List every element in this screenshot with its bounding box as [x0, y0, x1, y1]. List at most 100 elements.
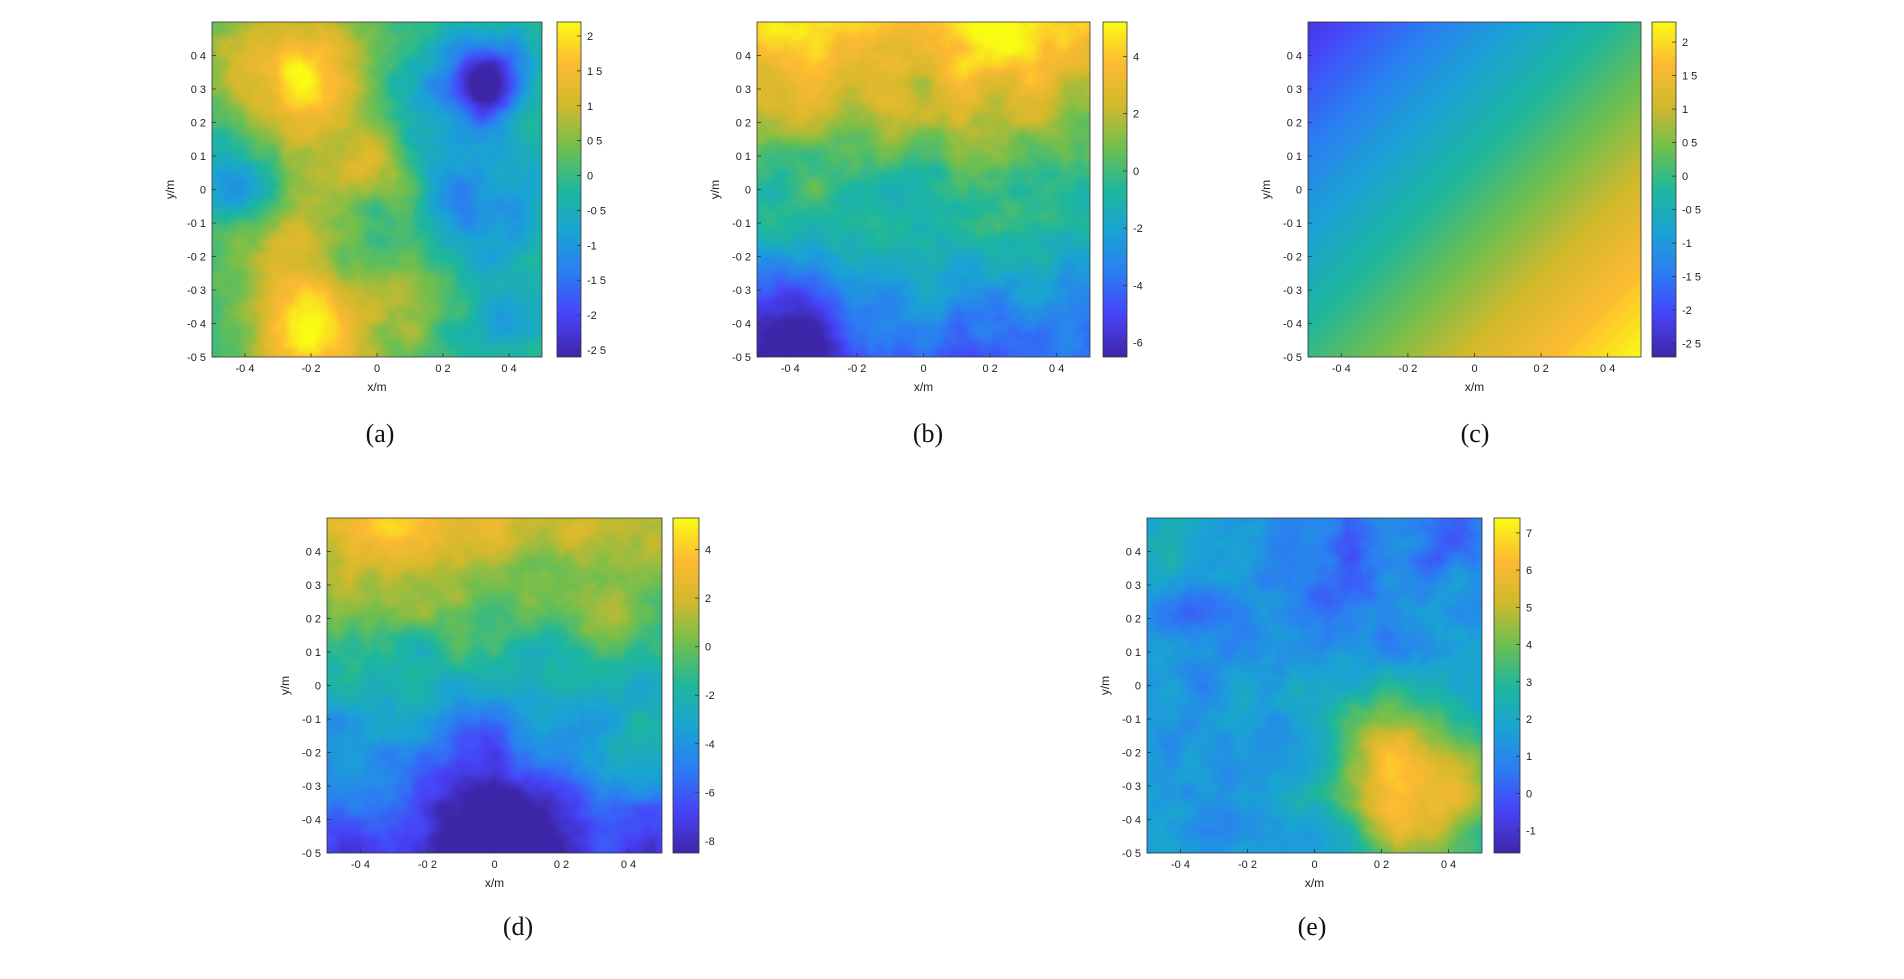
x-axis-label-b: x/m: [914, 380, 933, 394]
y-tick-label-e: -0 4: [1122, 815, 1141, 827]
y-tick-label-a: 0 1: [191, 151, 206, 163]
x-tick-label-d: 0 4: [621, 859, 636, 871]
x-tick-label-e: -0 4: [1171, 859, 1190, 871]
colorbar-d: [672, 517, 700, 854]
colorbar-tick-label-c: -2 5: [1682, 339, 1701, 351]
y-tick-label-b: -0 3: [732, 285, 751, 297]
x-tick-label-a: 0 4: [501, 363, 516, 375]
heatmap-image-d: [327, 518, 662, 853]
y-tick-label-c: 0 1: [1287, 151, 1302, 163]
x-tick-label-b: -0 2: [847, 363, 866, 375]
x-axis-label-c: x/m: [1465, 380, 1484, 394]
y-tick-label-a: 0 3: [191, 84, 206, 96]
colorbar-e: [1493, 517, 1521, 854]
x-tick-label-d: -0 4: [351, 859, 370, 871]
x-tick-label-d: 0 2: [554, 859, 569, 871]
colorbar-tick-label-b: 0: [1133, 166, 1139, 178]
colorbar-tick-label-d: 4: [705, 545, 711, 557]
y-tick-label-a: 0 2: [191, 118, 206, 130]
colorbar-tick-label-d: -8: [705, 836, 715, 848]
colorbar-tick-label-a: -1: [587, 240, 597, 252]
colorbar-tick-label-b: -2: [1133, 223, 1143, 235]
colorbar-tick-label-c: 0 5: [1682, 138, 1697, 150]
y-tick-label-c: -0 5: [1283, 352, 1302, 364]
y-axis-label-c: y/m: [1259, 180, 1273, 199]
x-tick-label-b: 0 2: [982, 363, 997, 375]
x-tick-label-d: -0 2: [418, 859, 437, 871]
heatmap-image-b: [757, 22, 1090, 357]
y-tick-label-d: 0 3: [306, 580, 321, 592]
colorbar-tick-label-d: 2: [705, 593, 711, 605]
y-tick-label-d: 0: [315, 681, 321, 693]
colorbar-tick-label-a: -1 5: [587, 275, 606, 287]
colorbar-tick-label-d: -2: [705, 690, 715, 702]
colorbar-b: [1102, 21, 1128, 358]
y-tick-label-e: 0 1: [1126, 647, 1141, 659]
caption-e: (e): [1297, 912, 1327, 941]
y-tick-label-c: 0 3: [1287, 84, 1302, 96]
y-axis-label-e: y/m: [1098, 676, 1112, 695]
colorbar-tick-label-e: 4: [1526, 640, 1532, 652]
x-tick-label-a: -0 4: [236, 363, 255, 375]
x-tick-label-c: -0 2: [1398, 363, 1417, 375]
y-tick-label-d: -0 5: [302, 848, 321, 860]
panel-a: -0 4 -0 2 0 0 2 0 4 0 4 0 3 0 2 0 1 0 -0 1 -0 2 -0 3…: [163, 21, 606, 394]
y-tick-label-e: 0: [1135, 681, 1141, 693]
y-tick-label-d: -0 2: [302, 748, 321, 760]
colorbar-tick-label-b: 4: [1133, 51, 1139, 63]
colorbar-tick-label-e: 6: [1526, 565, 1532, 577]
y-tick-label-d: -0 4: [302, 815, 321, 827]
x-tick-label-d: 0: [491, 859, 497, 871]
colorbar-tick-label-c: 0: [1682, 171, 1688, 183]
x-tick-label-e: 0 2: [1374, 859, 1389, 871]
colorbar-tick-label-c: 2: [1682, 37, 1688, 49]
heatmap-image-a: [212, 22, 542, 357]
x-tick-label-b: 0 4: [1049, 363, 1064, 375]
colorbar-tick-label-e: 0: [1526, 788, 1532, 800]
y-tick-label-c: -0 1: [1283, 218, 1302, 230]
y-tick-label-b: 0 4: [736, 51, 751, 63]
y-tick-label-a: -0 4: [187, 319, 206, 331]
colorbar-tick-label-a: 1 5: [587, 66, 602, 78]
x-axis-label-d: x/m: [485, 876, 504, 890]
colorbar-tick-label-b: 2: [1133, 109, 1139, 121]
colorbar-c: [1651, 21, 1677, 358]
colorbar-tick-label-c: 1 5: [1682, 71, 1697, 83]
y-tick-label-a: -0 5: [187, 352, 206, 364]
y-tick-label-b: -0 5: [732, 352, 751, 364]
colorbar-tick-label-e: 7: [1526, 528, 1532, 540]
heatmap-image-e: [1147, 518, 1482, 853]
x-tick-label-a: 0 2: [435, 363, 450, 375]
x-axis-label-a: x/m: [367, 380, 386, 394]
x-tick-label-a: 0: [374, 363, 380, 375]
x-tick-label-a: -0 2: [302, 363, 321, 375]
y-tick-label-d: -0 3: [302, 781, 321, 793]
y-tick-label-a: -0 1: [187, 218, 206, 230]
colorbar-tick-label-d: -4: [705, 739, 715, 751]
y-tick-label-a: -0 3: [187, 285, 206, 297]
x-tick-label-e: 0: [1311, 859, 1317, 871]
y-tick-label-c: -0 2: [1283, 252, 1302, 264]
colorbar-tick-label-b: -4: [1133, 280, 1143, 292]
heatmap-image-c: [1308, 22, 1641, 357]
y-tick-label-d: -0 1: [302, 714, 321, 726]
y-tick-label-b: 0: [745, 185, 751, 197]
panel-e: -0 4 -0 2 0 0 2 0 4 0 4 0 3 0 2 0 1 0 -0 1 -0 2 -0 3…: [1098, 517, 1536, 890]
x-tick-label-e: 0 4: [1441, 859, 1456, 871]
x-axis-label-e: x/m: [1305, 876, 1324, 890]
y-axis-label-b: y/m: [708, 180, 722, 199]
y-tick-label-b: -0 1: [732, 218, 751, 230]
colorbar-tick-label-d: -6: [705, 787, 715, 799]
y-tick-label-d: 0 1: [306, 647, 321, 659]
caption-b: (b): [912, 419, 944, 448]
y-tick-label-b: -0 2: [732, 252, 751, 264]
y-tick-label-c: -0 4: [1283, 319, 1302, 331]
x-tick-label-c: 0 2: [1533, 363, 1548, 375]
y-tick-label-a: 0 4: [191, 51, 206, 63]
y-tick-label-b: -0 4: [732, 319, 751, 331]
x-tick-label-e: -0 2: [1238, 859, 1257, 871]
y-tick-label-e: 0 2: [1126, 614, 1141, 626]
y-tick-label-b: 0 1: [736, 151, 751, 163]
y-tick-label-a: -0 2: [187, 252, 206, 264]
